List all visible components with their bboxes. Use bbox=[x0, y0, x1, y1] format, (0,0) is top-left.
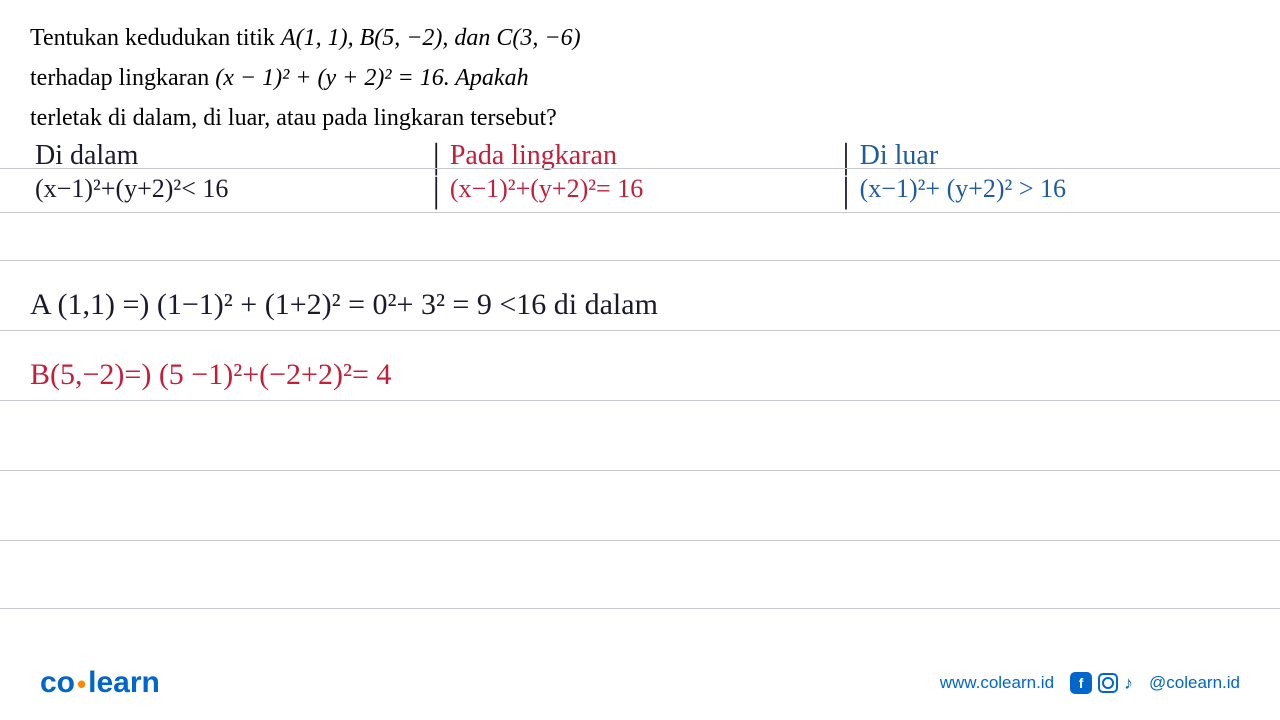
ruled-line bbox=[0, 330, 1280, 331]
conditions-formula-row: (x−1)²+(y+2)²< 16 | (x−1)²+(y+2)²= 16 | … bbox=[30, 174, 1250, 206]
ruled-line bbox=[0, 608, 1280, 609]
divider-3: | bbox=[433, 174, 440, 206]
ruled-line bbox=[0, 470, 1280, 471]
ruled-line bbox=[0, 168, 1280, 169]
social-icons: f ♪ bbox=[1070, 672, 1133, 694]
tiktok-icon[interactable]: ♪ bbox=[1124, 673, 1133, 694]
colearn-logo: co•learn bbox=[40, 666, 160, 700]
divider-4: | bbox=[842, 174, 849, 206]
social-handle: @colearn.id bbox=[1149, 673, 1240, 693]
problem-line-3: terletak di dalam, di luar, atau pada li… bbox=[30, 100, 1250, 136]
problem-line-2: terhadap lingkaran (x − 1)² + (y + 2)² =… bbox=[30, 60, 1250, 96]
website-link[interactable]: www.colearn.id bbox=[940, 673, 1054, 693]
formula-inside: (x−1)²+(y+2)²< 16 bbox=[30, 174, 433, 206]
facebook-icon[interactable]: f bbox=[1070, 672, 1092, 694]
formula-outside: (x−1)²+ (y+2)² > 16 bbox=[850, 174, 1265, 206]
work-point-a: A (1,1) =) (1−1)² + (1+2)² = 0²+ 3² = 9 … bbox=[0, 288, 658, 322]
formula-on-circle: (x−1)²+(y+2)²= 16 bbox=[440, 174, 843, 206]
problem-line-1: Tentukan kedudukan titik A(1, 1), B(5, −… bbox=[30, 20, 1250, 56]
work-point-b: B(5,−2)=) (5 −1)²+(−2+2)²= 4 bbox=[0, 358, 391, 392]
logo-dot-icon: • bbox=[77, 669, 86, 699]
ruled-line bbox=[0, 540, 1280, 541]
footer-right: www.colearn.id f ♪ @colearn.id bbox=[940, 672, 1240, 694]
ruled-line bbox=[0, 212, 1280, 213]
instagram-icon[interactable] bbox=[1098, 673, 1118, 693]
footer: co•learn www.colearn.id f ♪ @colearn.id bbox=[0, 666, 1280, 700]
ruled-line bbox=[0, 260, 1280, 261]
ruled-line bbox=[0, 400, 1280, 401]
